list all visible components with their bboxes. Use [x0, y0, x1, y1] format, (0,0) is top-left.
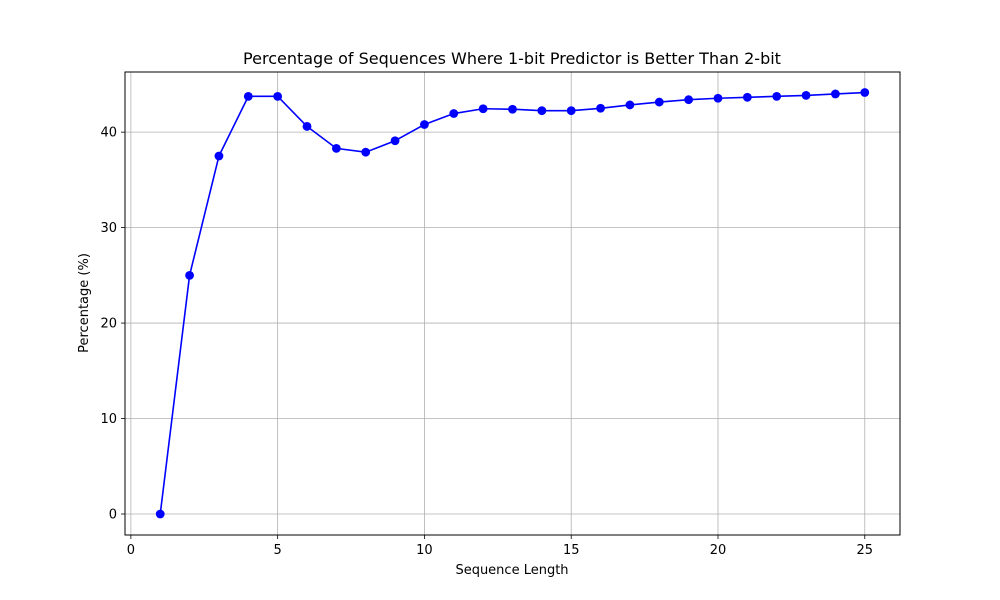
data-point: [596, 103, 605, 113]
data-point: [713, 93, 723, 103]
data-point: [772, 91, 782, 101]
y-tick-label: 20: [100, 317, 117, 332]
y-tick-label: 0: [109, 507, 117, 522]
data-point: [801, 90, 811, 100]
data-point: [273, 91, 283, 101]
data-point: [449, 109, 459, 118]
data-point: [684, 95, 694, 105]
data-point: [420, 120, 429, 129]
data-point: [537, 106, 547, 116]
x-tick-label: 15: [563, 543, 580, 558]
y-tick-label: 10: [100, 412, 117, 427]
data-point: [361, 147, 371, 157]
y-tick-label: 40: [100, 126, 117, 141]
chart-title: Percentage of Sequences Where 1-bit Pred…: [243, 49, 781, 68]
data-point: [478, 104, 488, 114]
data-point: [243, 91, 253, 101]
x-tick-label: 10: [416, 543, 433, 558]
x-tick-label: 0: [127, 543, 135, 558]
data-point: [625, 100, 635, 110]
y-tick-label: 30: [100, 221, 117, 236]
data-point: [654, 97, 664, 107]
series-layer: [155, 88, 870, 519]
tick-layer: 0 5 10 15 20 25 0 10 20 30 40: [100, 126, 873, 558]
data-point: [508, 104, 517, 114]
x-tick-label: 20: [710, 543, 727, 558]
data-point: [155, 509, 165, 519]
x-tick-label: 5: [274, 543, 282, 558]
grid-layer: [125, 72, 900, 535]
y-axis-label: Percentage (%): [77, 253, 92, 353]
data-point: [742, 92, 752, 102]
data-point: [214, 151, 224, 161]
series-line: [159, 91, 865, 515]
plot-frame: [124, 71, 901, 536]
data-point: [302, 122, 312, 131]
data-point: [831, 89, 840, 99]
data-point: [566, 106, 576, 116]
x-axis-label: Sequence Length: [455, 563, 568, 578]
data-point: [331, 143, 341, 153]
data-point: [185, 270, 194, 280]
data-point: [390, 136, 400, 146]
data-point: [860, 88, 870, 97]
x-tick-label: 25: [856, 543, 873, 558]
